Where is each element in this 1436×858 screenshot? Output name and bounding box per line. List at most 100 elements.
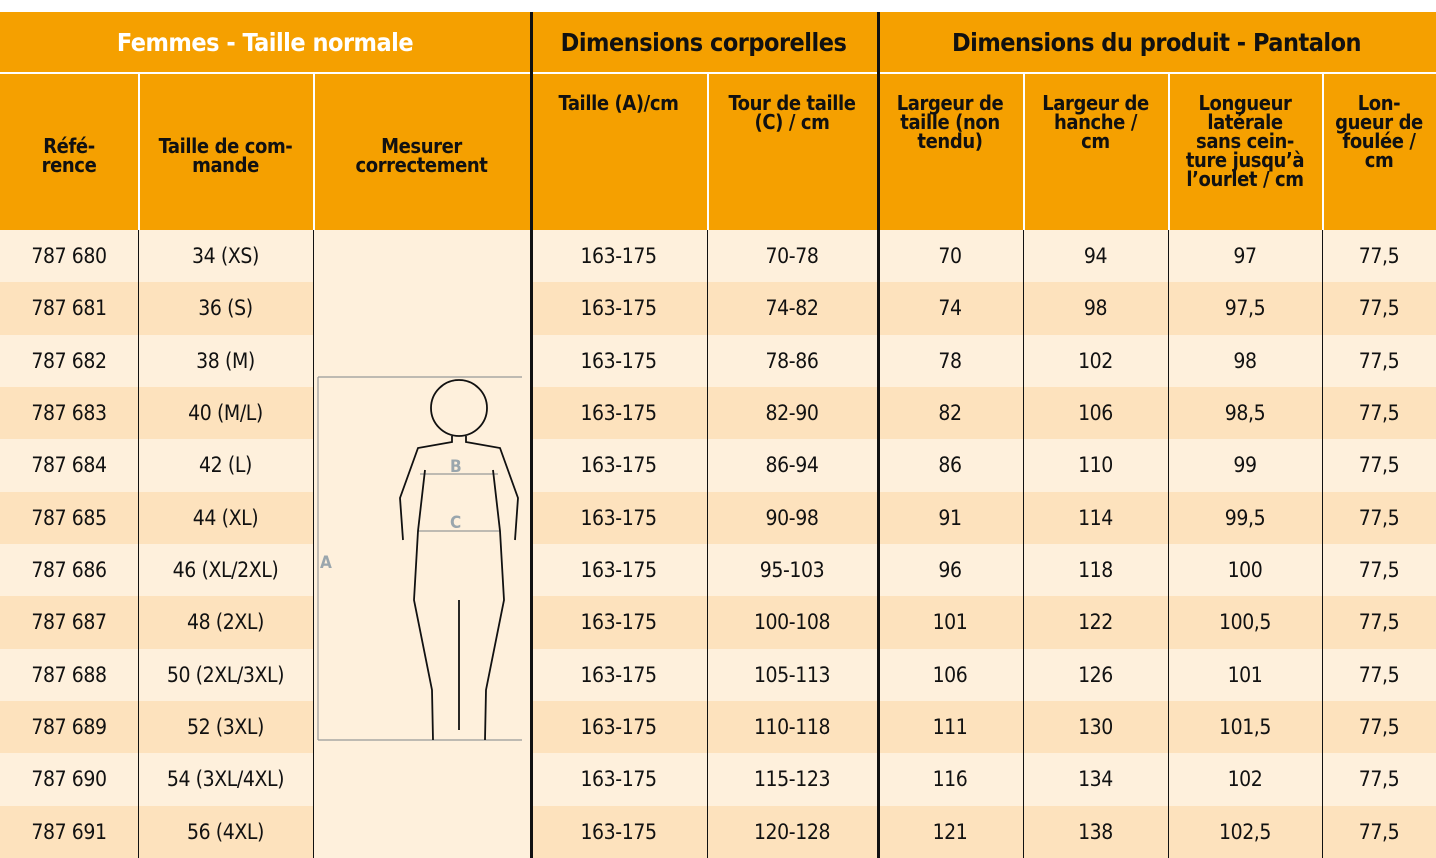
table-cell: 70	[877, 230, 1023, 283]
table-cell: 115-123	[707, 753, 877, 806]
table-cell: 787 688	[0, 648, 138, 701]
table-cell: 787 682	[0, 334, 138, 387]
table-cell: 82-90	[707, 387, 877, 440]
table-cell: 95-103	[707, 544, 877, 597]
table-cell: 38 (M)	[138, 334, 313, 387]
table-cell: 77,5	[1322, 701, 1436, 754]
table-cell: 74	[877, 282, 1023, 335]
table-cell: 105-113	[707, 648, 877, 701]
table-cell: 100	[1168, 544, 1322, 597]
table-cell: 787 691	[0, 805, 138, 858]
table-cell: 163-175	[530, 648, 707, 701]
table-cell: 163-175	[530, 387, 707, 440]
table-cell: 97,5	[1168, 282, 1322, 335]
table-cell: 102	[1168, 753, 1322, 806]
table-cell: 163-175	[530, 701, 707, 754]
header-col-divider	[313, 72, 315, 230]
table-cell: 98,5	[1168, 387, 1322, 440]
col-divider	[530, 12, 533, 858]
table-cell: 121	[877, 805, 1023, 858]
table-cell: 100,5	[1168, 596, 1322, 649]
table-cell: 78-86	[707, 334, 877, 387]
table-cell: 787 689	[0, 701, 138, 754]
header-col-divider	[1023, 72, 1025, 230]
table-cell: 96	[877, 544, 1023, 597]
table-cell: 34 (XS)	[138, 230, 313, 283]
table-cell: 82	[877, 387, 1023, 440]
table-cell: 56 (4XL)	[138, 805, 313, 858]
column-header: Tour de taille (C) / cm	[707, 72, 877, 230]
table-cell: 77,5	[1322, 334, 1436, 387]
table-cell: 98	[1168, 334, 1322, 387]
table-cell: 77,5	[1322, 753, 1436, 806]
table-cell: 111	[877, 701, 1023, 754]
table-cell: 54 (3XL/4XL)	[138, 753, 313, 806]
col-divider	[1023, 230, 1025, 858]
table-cell: 94	[1023, 230, 1168, 283]
table-cell: 787 685	[0, 491, 138, 544]
table-cell: 102,5	[1168, 805, 1322, 858]
table-cell: 100-108	[707, 596, 877, 649]
table-cell: 91	[877, 491, 1023, 544]
column-header: Lon- gueur de foulée / cm	[1322, 72, 1436, 230]
table-cell: 77,5	[1322, 387, 1436, 440]
table-cell: 130	[1023, 701, 1168, 754]
table-cell: 97	[1168, 230, 1322, 283]
col-divider	[877, 12, 880, 858]
table-cell: 163-175	[530, 282, 707, 335]
table-cell: 77,5	[1322, 439, 1436, 492]
column-header: Largeur de taille (non tendu)	[877, 72, 1023, 230]
table-cell: 138	[1023, 805, 1168, 858]
table-cell: 163-175	[530, 439, 707, 492]
table-cell: 116	[877, 753, 1023, 806]
column-header: Réfé- rence	[0, 72, 138, 230]
header-divider	[0, 72, 1436, 74]
table-cell: 106	[1023, 387, 1168, 440]
table-cell: 102	[1023, 334, 1168, 387]
table-cell: 36 (S)	[138, 282, 313, 335]
table-cell: 163-175	[530, 596, 707, 649]
table-cell: 99,5	[1168, 491, 1322, 544]
header-col-divider	[138, 72, 140, 230]
table-cell: 77,5	[1322, 648, 1436, 701]
table-cell: 122	[1023, 596, 1168, 649]
col-divider	[1322, 230, 1324, 858]
table-cell: 86-94	[707, 439, 877, 492]
table-cell: 163-175	[530, 753, 707, 806]
table-cell: 787 681	[0, 282, 138, 335]
header-col-divider	[1168, 72, 1170, 230]
col-divider	[707, 230, 709, 858]
table-cell: 163-175	[530, 491, 707, 544]
table-cell: 101	[877, 596, 1023, 649]
header-col-divider	[1322, 72, 1324, 230]
table-cell: 787 686	[0, 544, 138, 597]
table-cell: 126	[1023, 648, 1168, 701]
table-cell: 99	[1168, 439, 1322, 492]
table-cell: 78	[877, 334, 1023, 387]
table-cell: 787 690	[0, 753, 138, 806]
table-cell: 86	[877, 439, 1023, 492]
table-cell: 120-128	[707, 805, 877, 858]
group-header: Dimensions corporelles	[530, 12, 877, 72]
table-cell: 77,5	[1322, 230, 1436, 283]
group-header: Dimensions du produit - Pantalon	[877, 12, 1436, 72]
table-cell: 163-175	[530, 544, 707, 597]
column-header: Taille (A)/cm	[530, 72, 707, 230]
table-cell: 134	[1023, 753, 1168, 806]
column-header: Longueur latérale sans cein- ture jusqu’…	[1168, 72, 1322, 230]
table-cell: 163-175	[530, 334, 707, 387]
table-cell: 70-78	[707, 230, 877, 283]
table-cell: 98	[1023, 282, 1168, 335]
table-cell: 787 680	[0, 230, 138, 283]
column-header: Taille de com- mande	[138, 72, 313, 230]
table-cell: 46 (XL/2XL)	[138, 544, 313, 597]
table-cell: 77,5	[1322, 805, 1436, 858]
figure-cell	[313, 230, 530, 858]
table-cell: 163-175	[530, 230, 707, 283]
table-cell: 48 (2XL)	[138, 596, 313, 649]
table-cell: 77,5	[1322, 491, 1436, 544]
table-cell: 101	[1168, 648, 1322, 701]
table-cell: 77,5	[1322, 544, 1436, 597]
table-cell: 110-118	[707, 701, 877, 754]
